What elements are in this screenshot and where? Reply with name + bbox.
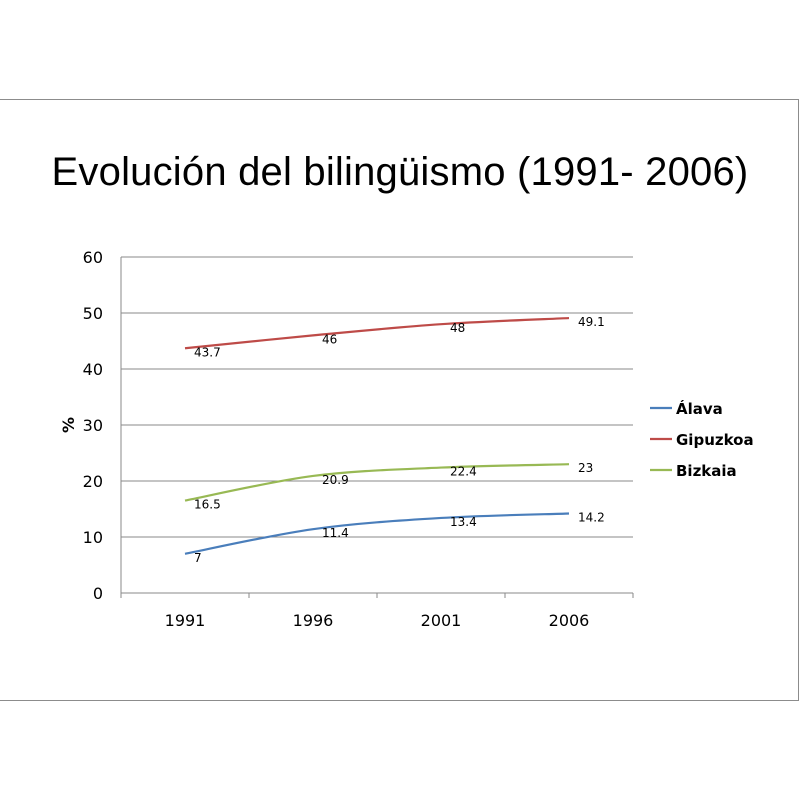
legend-label-bizkaia: Bizkaia: [676, 462, 737, 480]
y-tick-label: 20: [83, 472, 103, 491]
y-tick-label: 30: [83, 416, 103, 435]
series-line-bizkaia: [184, 463, 570, 502]
slide-frame: [0, 99, 799, 701]
legend-label-gipuzkoa: Gipuzkoa: [676, 431, 754, 449]
data-label-gipuzkoa: 46: [322, 332, 337, 346]
data-label-bizkaia: 20.9: [322, 473, 349, 487]
x-tick-label: 2006: [549, 611, 590, 630]
data-label-alava: 7: [194, 551, 202, 565]
y-tick-label: 0: [93, 584, 103, 603]
data-label-gipuzkoa: 48: [450, 321, 465, 335]
y-axis-title: %: [59, 417, 78, 433]
series-line-alava: [184, 512, 570, 555]
x-tick-label: 2001: [421, 611, 462, 630]
data-label-alava: 11.4: [322, 526, 349, 540]
x-tick-label: 1996: [293, 611, 334, 630]
y-tick-label: 10: [83, 528, 103, 547]
data-label-bizkaia: 22.4: [450, 465, 477, 479]
data-label-gipuzkoa: 49.1: [578, 315, 605, 329]
data-label-gipuzkoa: 43.7: [194, 345, 221, 359]
legend-label-alava: Álava: [676, 399, 723, 418]
data-label-bizkaia: 16.5: [194, 498, 221, 512]
x-tick-label: 1991: [165, 611, 206, 630]
data-label-alava: 14.2: [578, 510, 605, 524]
data-label-bizkaia: 23: [578, 461, 593, 475]
data-label-alava: 13.4: [450, 515, 477, 529]
series-line-gipuzkoa: [184, 316, 570, 350]
y-tick-label: 60: [83, 248, 103, 267]
y-tick-label: 50: [83, 304, 103, 323]
chart-title: Evolución del bilingüismo (1991- 2006): [51, 150, 749, 194]
y-tick-label: 40: [83, 360, 103, 379]
